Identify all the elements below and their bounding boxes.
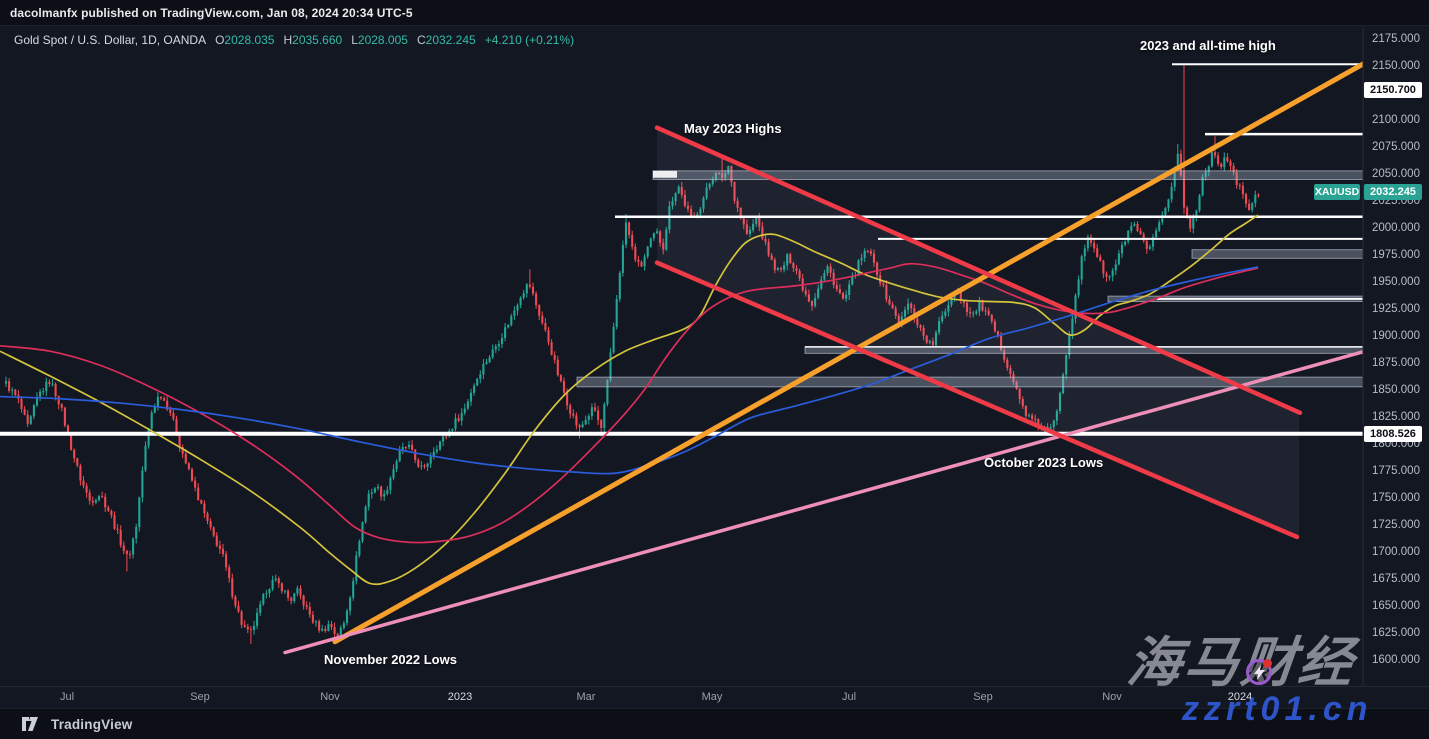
annotation-may-highs: May 2023 Highs: [684, 121, 782, 136]
ohlc-open: O2028.035: [215, 33, 275, 47]
symbol-price-tag: XAUUSD: [1314, 184, 1360, 200]
price-axis-label: 1600.000: [1372, 654, 1420, 666]
time-axis[interactable]: Jul Sep Nov 2023 Mar May Jul Sep Nov 2024: [0, 686, 1429, 708]
time-axis-label: Sep: [190, 691, 210, 703]
support-price-badge: 1808.526: [1364, 426, 1422, 442]
zone-1886: [804, 346, 1363, 354]
price-axis-label: 1900.000: [1372, 330, 1420, 342]
ohlc-low: L2028.005: [351, 33, 408, 47]
tradingview-logo-icon[interactable]: [22, 716, 43, 732]
tradingview-logo-text[interactable]: TradingView: [51, 716, 133, 732]
symbol-title: Gold Spot / U.S. Dollar, 1D, OANDA: [14, 33, 207, 47]
time-axis-label: Nov: [320, 691, 340, 703]
price-axis-label: 1850.000: [1372, 384, 1420, 396]
price-axis-label: 1725.000: [1372, 519, 1420, 531]
annotation-november-lows: November 2022 Lows: [324, 652, 457, 667]
ma-yellow-line: [0, 214, 1259, 586]
time-axis-label: May: [701, 691, 723, 703]
price-axis-label: 1925.000: [1372, 303, 1420, 315]
channel-upper-line[interactable]: [654, 125, 1303, 416]
footer-bar: TradingView: [0, 708, 1429, 739]
price-axis-label: 1775.000: [1372, 465, 1420, 477]
price-axis-label: 1825.000: [1372, 411, 1420, 423]
symbol-legend: Gold Spot / U.S. Dollar, 1D, OANDA O2028…: [14, 33, 574, 47]
time-axis-label: 2023: [447, 691, 473, 703]
time-axis-label: Sep: [973, 691, 993, 703]
price-axis-label: 1675.000: [1372, 573, 1420, 585]
price-axis-label: 1950.000: [1372, 276, 1420, 288]
publish-bar: dacolmanfx published on TradingView.com,…: [0, 0, 1429, 26]
price-axis-label: 1700.000: [1372, 546, 1420, 558]
price-axis-label: 1875.000: [1372, 357, 1420, 369]
ohlc-close: C2032.245: [416, 33, 476, 47]
trendline-pink[interactable]: [283, 349, 1365, 655]
price-axis-label: 2075.000: [1372, 141, 1420, 153]
price-axis-label: 2000.000: [1372, 222, 1420, 234]
time-axis-label: Jul: [841, 691, 857, 703]
publish-text: dacolmanfx published on TradingView.com,…: [10, 5, 413, 20]
annotation-ath: 2023 and all-time high: [1140, 38, 1276, 53]
time-axis-label: Nov: [1102, 691, 1122, 703]
levels-layer[interactable]: [0, 63, 1363, 436]
last-price-badge: 2032.245: [1364, 184, 1422, 200]
candles-layer: [4, 64, 1260, 644]
price-axis-label: 1650.000: [1372, 600, 1420, 612]
chart-area[interactable]: 2175.0002150.0002125.0002100.0002075.000…: [0, 26, 1429, 686]
time-axis-label: Jul: [59, 691, 75, 703]
price-axis-label: 1625.000: [1372, 627, 1420, 639]
price-axis-label: 1750.000: [1372, 492, 1420, 504]
price-axis-label: 2175.000: [1372, 33, 1420, 45]
notification-dot: [1263, 659, 1272, 668]
ohlc-high: H2035.660: [283, 33, 343, 47]
price-axis-label: 2150.000: [1372, 60, 1420, 72]
zone-1975: [1191, 249, 1363, 259]
price-axis-label: 1975.000: [1372, 249, 1420, 261]
zone-1856: [576, 376, 1363, 388]
time-axis-label: 2024: [1227, 691, 1253, 703]
time-axis-label: Mar: [576, 691, 596, 703]
price-axis[interactable]: 2175.0002150.0002125.0002100.0002075.000…: [1372, 33, 1420, 666]
price-axis-label: 2100.000: [1372, 114, 1420, 126]
channel-lower-line[interactable]: [654, 260, 1300, 540]
ma-blue-line: [0, 266, 1259, 475]
candlestick-chart[interactable]: 2175.0002150.0002125.0002100.0002075.000…: [0, 26, 1429, 686]
watermark-chinese: 海马财经: [1124, 633, 1359, 693]
ath-price-badge: 2150.700: [1364, 82, 1422, 98]
trendline-orange[interactable]: [332, 61, 1365, 645]
price-axis-label: 2050.000: [1372, 168, 1420, 180]
annotation-october-lows: October 2023 Lows: [984, 455, 1104, 470]
ohlc-change: +4.210 (+0.21%): [484, 33, 575, 47]
watermark-site: zzrt01.cn: [1182, 690, 1373, 728]
lightning-badge-icon[interactable]: [1246, 659, 1272, 685]
plot-layer: [0, 61, 1365, 655]
